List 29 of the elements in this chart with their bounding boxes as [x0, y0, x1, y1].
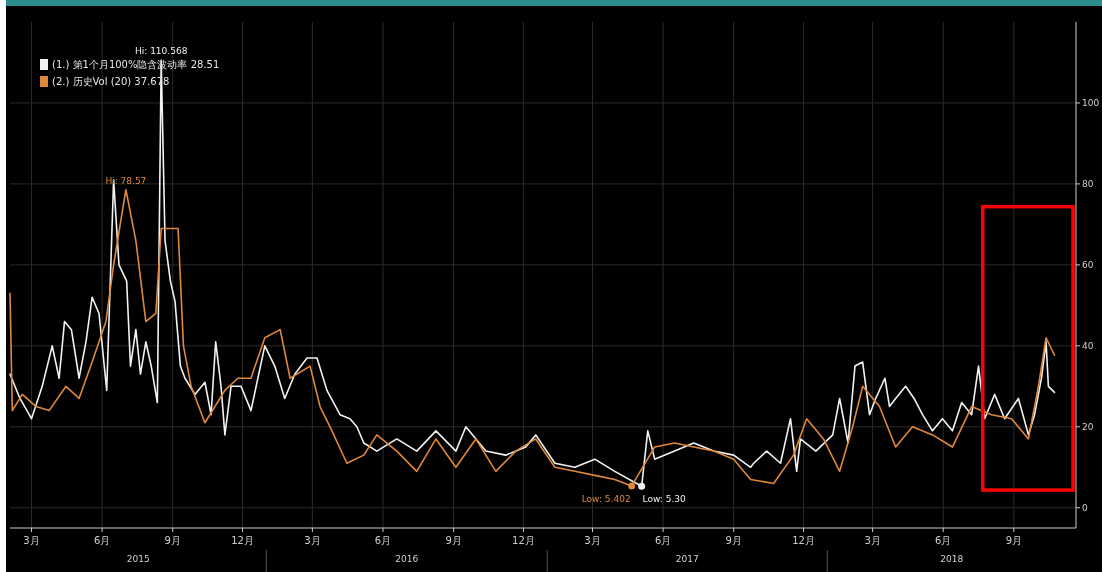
- text: 2018: [940, 554, 964, 564]
- y-tick-label: 0: [1082, 503, 1088, 514]
- y-tick-label: 40: [1082, 341, 1094, 352]
- text: 2015: [126, 554, 150, 564]
- y-tick-label: 100: [1082, 98, 1100, 109]
- x-tick-label: 12月: [512, 535, 535, 546]
- annotation: Low: 5.30: [642, 494, 687, 505]
- x-tick-label: 9月: [445, 535, 462, 546]
- y-tick-label: 60: [1082, 260, 1094, 271]
- x-tick-label: 6月: [654, 535, 672, 546]
- x-tick-label: 3月: [864, 535, 881, 546]
- annotation: Low: 5.402: [581, 493, 631, 504]
- text: 2016: [395, 554, 419, 564]
- x-tick-label: 9月: [1005, 535, 1023, 546]
- x-tick-label: 6月: [935, 535, 952, 546]
- y-tick-label: 20: [1082, 422, 1094, 433]
- x-tick-label: 12月: [231, 535, 254, 546]
- x-tick-label: 3月: [304, 535, 321, 546]
- x-tick-label: 6月: [374, 535, 392, 546]
- x-tick-label: 3月: [23, 535, 40, 546]
- x-tick-label: 3月: [584, 535, 601, 546]
- x-tick-label: 9月: [164, 535, 181, 546]
- x-tick-label: 12月: [792, 535, 815, 546]
- annotation: Hi: 110.568: [134, 46, 188, 57]
- annotation: Hi: 78.57: [105, 175, 147, 186]
- x-tick-label: 6月: [93, 535, 111, 546]
- y-tick-label: 80: [1082, 179, 1094, 190]
- x-tick-label: 9月: [725, 535, 742, 546]
- text: 2017: [675, 554, 699, 564]
